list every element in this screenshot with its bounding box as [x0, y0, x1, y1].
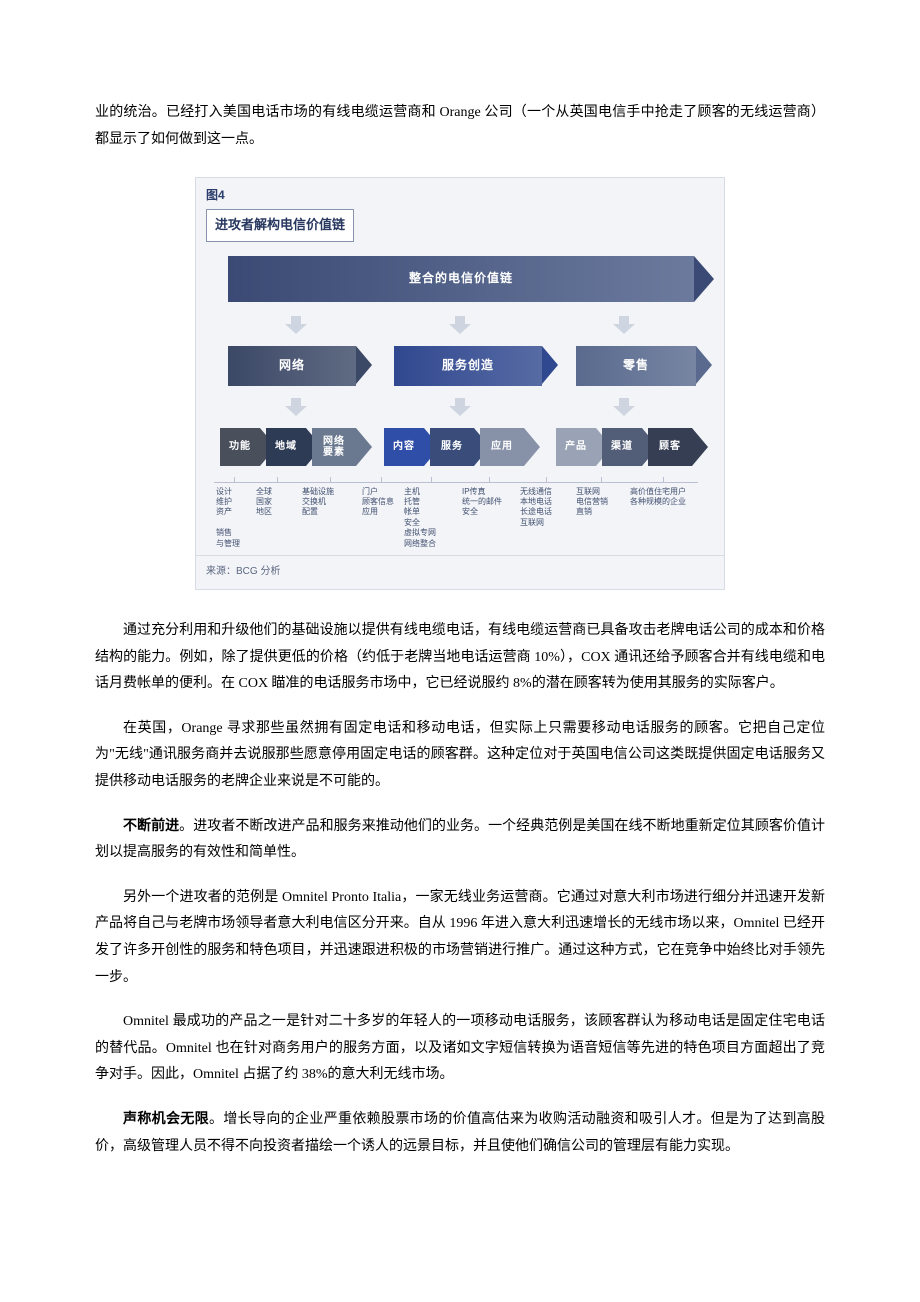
down-row-1	[214, 316, 706, 338]
level3-row: 功能地域网络 要素内容服务应用产品渠道顾客	[214, 428, 706, 472]
run-in-heading: 不断前进	[123, 819, 179, 834]
figure-label: 图4	[196, 178, 724, 207]
level3-arrow: 顾客	[648, 428, 692, 466]
paragraph: 声称机会无限。增长导向的企业严重依赖股票市场的价值高估来为收购活动融资和吸引人才…	[95, 1107, 825, 1160]
bottom-label: 门户 顾客信息 应用	[360, 482, 402, 549]
figure-title: 进攻者解构电信价值链	[206, 209, 354, 242]
level2-arrow: 零售	[576, 346, 696, 386]
figure-4: 图4 进攻者解构电信价值链 整合的电信价值链 网络服务创造零售 功能地域网络 要…	[195, 177, 725, 590]
bottom-label: 全球 国家 地区	[254, 482, 300, 549]
bottom-label: 基础设施 交换机 配置	[300, 482, 360, 549]
level3-arrow: 功能	[220, 428, 260, 466]
down-arrow-icon	[285, 316, 307, 334]
down-arrow-icon	[613, 398, 635, 416]
level3-arrow: 地域	[266, 428, 306, 466]
down-arrow-icon	[449, 316, 471, 334]
level2-arrow: 网络	[228, 346, 356, 386]
level3-arrow: 内容	[384, 428, 424, 466]
paragraph: 通过充分利用和升级他们的基础设施以提供有线电缆电话，有线电缆运营商已具备攻击老牌…	[95, 618, 825, 698]
run-in-heading: 声称机会无限	[123, 1112, 209, 1127]
paragraph: 另外一个进攻者的范例是 Omnitel Pronto Italia，一家无线业务…	[95, 885, 825, 991]
bottom-labels: 设计 维护 资产 销售 与管理全球 国家 地区基础设施 交换机 配置门户 顾客信…	[214, 482, 706, 549]
figure-source: 来源：BCG 分析	[196, 555, 724, 589]
level1-row: 整合的电信价值链	[214, 256, 706, 306]
level3-arrow: 渠道	[602, 428, 642, 466]
level2-row: 网络服务创造零售	[214, 346, 706, 390]
bottom-label: 高价值住宅用户 各种规模的企业	[628, 482, 698, 549]
level2-arrow: 服务创造	[394, 346, 542, 386]
paragraph: 在英国，Orange 寻求那些虽然拥有固定电话和移动电话，但实际上只需要移动电话…	[95, 716, 825, 796]
paragraph-continuation: 业的统治。已经打入美国电话市场的有线电缆运营商和 Orange 公司（一个从英国…	[95, 100, 825, 153]
level3-arrow: 网络 要素	[312, 428, 356, 466]
level3-arrow: 服务	[430, 428, 474, 466]
figure-body: 整合的电信价值链 网络服务创造零售 功能地域网络 要素内容服务应用产品渠道顾客 …	[196, 242, 724, 555]
level3-arrow: 产品	[556, 428, 596, 466]
bottom-label: 互联网 电信营销 直销	[574, 482, 628, 549]
down-arrow-icon	[285, 398, 307, 416]
paragraph: Omnitel 最成功的产品之一是针对二十多岁的年轻人的一项移动电话服务，该顾客…	[95, 1009, 825, 1089]
level1-arrow: 整合的电信价值链	[228, 256, 694, 302]
bottom-label: IP传真 统一的邮件 安全	[460, 482, 518, 549]
level3-arrow: 应用	[480, 428, 524, 466]
bottom-label: 主机 托管 帐单 安全 虚拟专网 网络整合	[402, 482, 460, 549]
paragraph-body: 。进攻者不断改进产品和服务来推动他们的业务。一个经典范例是美国在线不断地重新定位…	[95, 819, 825, 861]
bottom-label: 无线通信 本地电话 长途电话 互联网	[518, 482, 574, 549]
paragraph: 不断前进。进攻者不断改进产品和服务来推动他们的业务。一个经典范例是美国在线不断地…	[95, 814, 825, 867]
down-arrow-icon	[449, 398, 471, 416]
down-arrow-icon	[613, 316, 635, 334]
down-row-2	[214, 398, 706, 420]
bottom-label: 设计 维护 资产 销售 与管理	[214, 482, 254, 549]
